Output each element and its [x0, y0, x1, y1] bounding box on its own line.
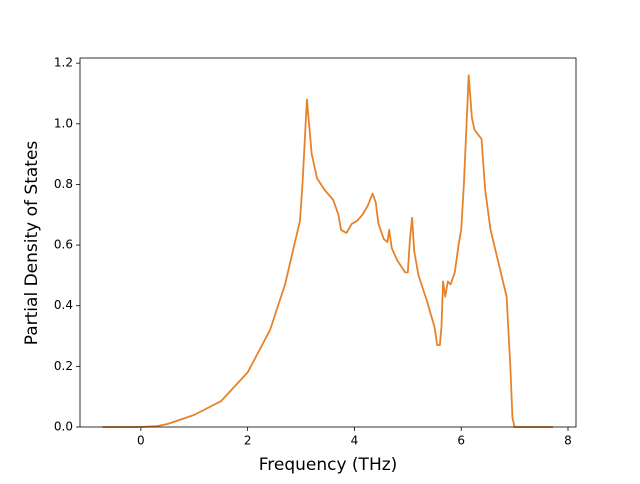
y-tick-label: 0.0	[54, 420, 73, 434]
line-series	[102, 74, 554, 428]
y-tick-label: 0.6	[54, 238, 73, 252]
y-tick-label: 1.0	[54, 116, 73, 130]
x-tick-label: 6	[457, 434, 465, 448]
x-axis-label: Frequency (THz)	[259, 455, 398, 475]
x-tick-label: 0	[137, 434, 145, 448]
x-tick-label: 8	[564, 434, 572, 448]
plot-frame	[79, 57, 577, 428]
y-tick-label: 0.8	[54, 177, 73, 191]
y-axis-label: Partial Density of States	[22, 141, 42, 346]
y-tick-label: 0.2	[54, 359, 73, 373]
x-tick-label: 2	[244, 434, 252, 448]
x-tick-label: 4	[351, 434, 359, 448]
y-tick-label: 1.2	[54, 56, 73, 70]
y-tick-label: 0.4	[54, 298, 73, 312]
